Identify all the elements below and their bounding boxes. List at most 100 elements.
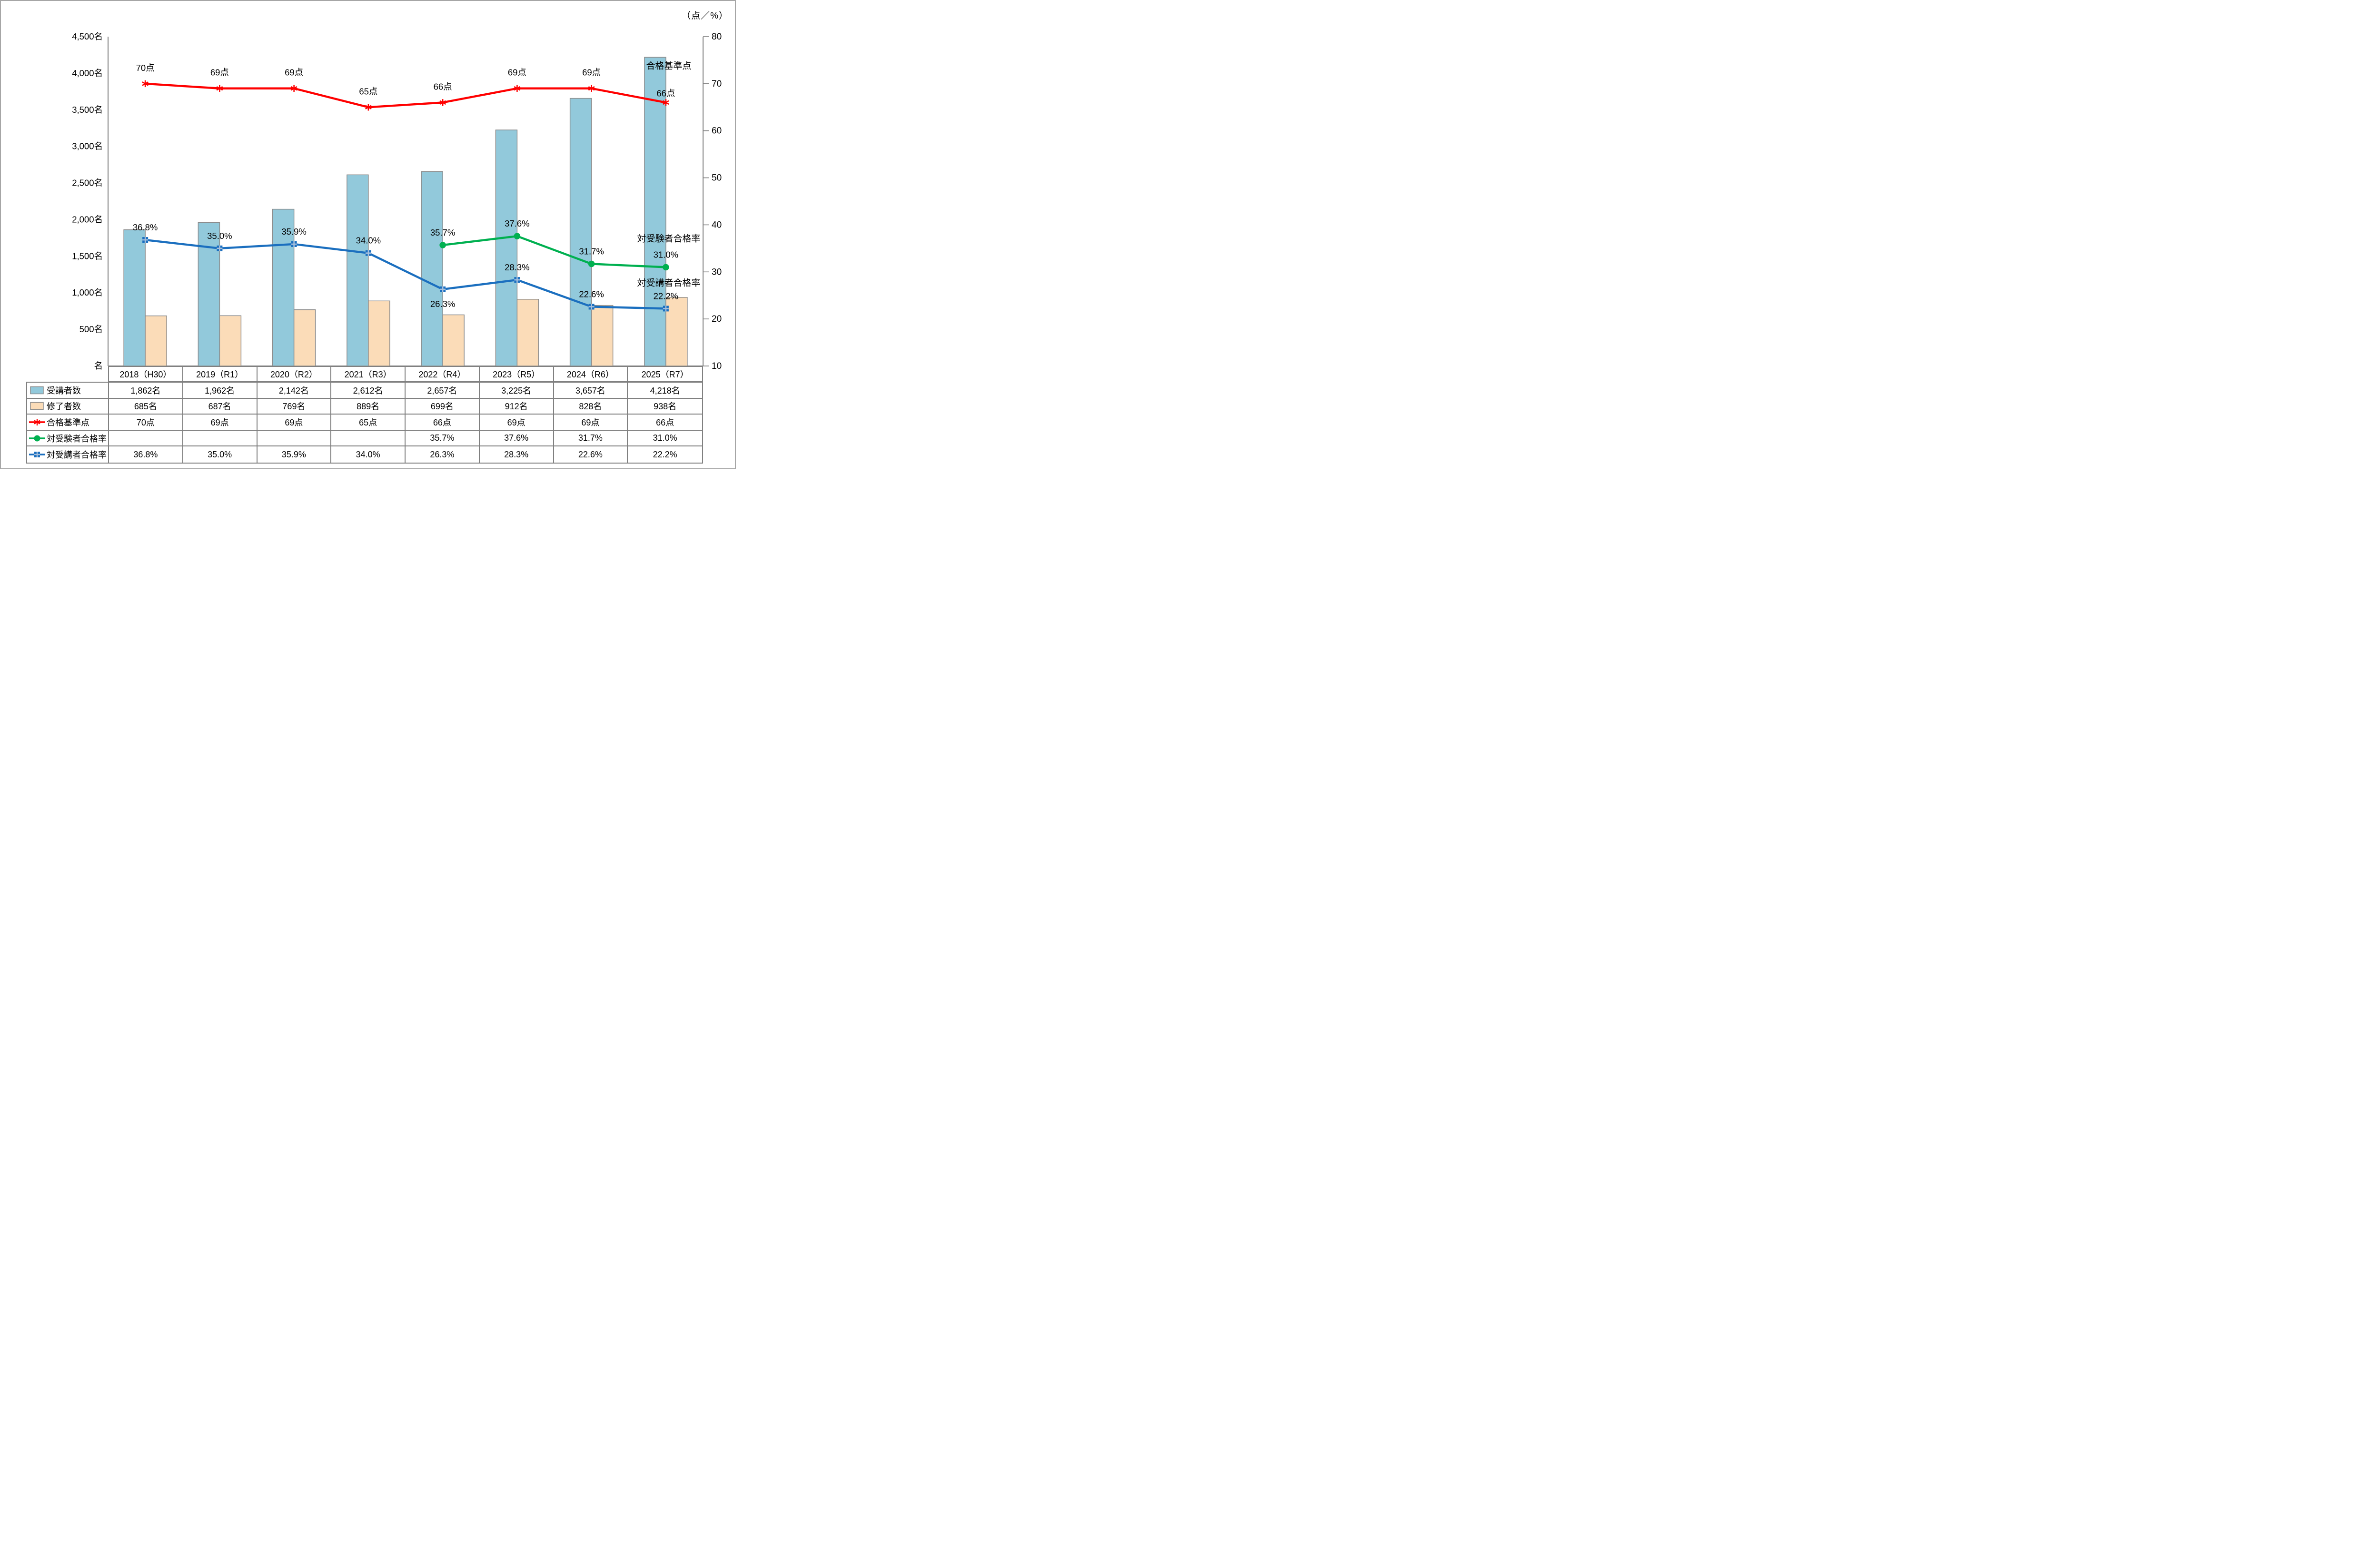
- left-axis-tick-label: 2,000名: [72, 214, 103, 224]
- bar-修了者数: [442, 314, 465, 366]
- legend-label: 合格基準点: [47, 417, 89, 427]
- left-axis-tick-label: 2,500名: [72, 178, 103, 188]
- bar-受講者数: [421, 171, 443, 366]
- right-axis-tick-label: 30: [712, 267, 722, 277]
- bar-受講者数: [347, 174, 369, 366]
- category-cell: 2025（R7）: [641, 369, 689, 379]
- table-cell: 26.3%: [406, 446, 480, 463]
- point-label: 26.3%: [430, 299, 455, 309]
- table-cell: 35.7%: [406, 430, 480, 447]
- square-plus-marker: [217, 245, 223, 251]
- right-axis-tick-label: 80: [712, 32, 722, 42]
- point-label: 69点: [508, 68, 526, 78]
- right-axis-tick-label: 40: [712, 220, 722, 230]
- legend-label: 対受講者合格率: [47, 450, 107, 460]
- legend-cell: 対受講者合格率: [27, 446, 109, 463]
- line-対受験者合格率: [442, 235, 666, 268]
- bar-修了者数: [516, 299, 539, 366]
- table-cell: 3,657名: [554, 383, 628, 399]
- table-cell: 4,218名: [628, 383, 702, 399]
- asterisk-marker: [514, 85, 521, 92]
- line-対受講者合格率: [145, 238, 666, 310]
- point-label: 37.6%: [505, 218, 529, 228]
- left-axis-tick-label: 500名: [79, 324, 103, 334]
- series-annotation: 合格基準点: [646, 60, 691, 71]
- bar-修了者数: [219, 315, 242, 366]
- circle-marker: [439, 242, 446, 248]
- table-cell: 912名: [479, 398, 554, 415]
- bar-修了者数: [591, 305, 614, 366]
- line-合格基準点: [145, 82, 666, 109]
- left-axis-tick-label: 4,500名: [72, 31, 103, 41]
- table-cell: 69点: [257, 415, 332, 431]
- legend-cell: 受講者数: [27, 383, 109, 399]
- legend-label: 修了者数: [47, 402, 81, 412]
- bar-修了者数: [665, 297, 688, 366]
- table-cell: 65点: [331, 415, 406, 431]
- right-axis-tick-label: 70: [712, 79, 722, 89]
- bar-修了者数: [368, 300, 390, 366]
- bar-swatch: [30, 386, 44, 395]
- bar-受講者数: [569, 98, 592, 366]
- table-cell: 685名: [109, 398, 183, 415]
- asterisk-marker: [216, 85, 223, 92]
- category-cell: 2022（R4）: [406, 367, 480, 381]
- point-label: 22.2%: [654, 291, 678, 301]
- data-table: 受講者数 1,862名 1,962名 2,142名 2,612名 2,657名 3,225名…: [26, 382, 703, 464]
- table-cell: 22.6%: [554, 446, 628, 463]
- bar-swatch: [30, 402, 44, 410]
- right-axis-tick-label: 20: [712, 314, 722, 324]
- square-plus-marker: [291, 241, 297, 247]
- table-cell: 687名: [183, 398, 258, 415]
- axis-unit-label: （点／%）: [682, 11, 728, 21]
- square-plus-marker: [365, 250, 371, 256]
- asterisk-marker: [142, 80, 149, 88]
- point-label: 34.0%: [356, 236, 381, 246]
- bar-受講者数: [272, 208, 295, 366]
- left-axis-tick-label: 名: [94, 361, 103, 371]
- table-cell: [109, 430, 183, 447]
- square-plus-marker: [142, 237, 149, 243]
- legend-cell: 対受験者合格率: [27, 430, 109, 447]
- table-cell: 37.6%: [479, 430, 554, 447]
- legend-cell: 修了者数: [27, 398, 109, 415]
- line-swatch: [29, 418, 45, 425]
- point-label: 66点: [656, 88, 675, 98]
- line-swatch: [29, 435, 45, 442]
- x-axis-category-row: 2018（H30） 2019（R1） 2020（R2） 2021（R3） 2022（R4…: [108, 366, 703, 382]
- table-cell: [331, 430, 406, 447]
- combo-chart: 4,500名 4,000名 3,500名 3,000名 2,500名 2,000名 1,50…: [72, 31, 722, 371]
- point-label: 35.0%: [207, 231, 232, 241]
- point-label: 31.7%: [579, 246, 604, 256]
- category-cell: 2024（R6）: [554, 367, 628, 381]
- table-cell: 3,225名: [479, 383, 554, 399]
- bar-修了者数: [145, 315, 167, 366]
- point-label: 69点: [210, 68, 229, 78]
- square-plus-marker: [588, 304, 595, 310]
- table-cell: 1,962名: [183, 383, 258, 399]
- asterisk-marker: [365, 104, 372, 111]
- left-axis-tick-label: 1,000名: [72, 287, 103, 297]
- square-plus-marker: [663, 306, 669, 312]
- bar-修了者数: [293, 309, 316, 366]
- table-cell: 69点: [183, 415, 258, 431]
- table-cell: 2,142名: [257, 383, 332, 399]
- point-label: 65点: [359, 86, 377, 96]
- point-label: 69点: [285, 68, 303, 78]
- point-label: 66点: [434, 81, 452, 91]
- series-annotation: 対受講者合格率: [637, 277, 700, 288]
- left-axis-tick-label: 4,000名: [72, 68, 103, 78]
- table-cell: 31.0%: [628, 431, 702, 447]
- left-axis-tick-label: 1,500名: [72, 251, 103, 261]
- table-cell: [257, 430, 332, 447]
- point-label: 22.6%: [579, 289, 604, 299]
- table-cell: 69点: [554, 415, 628, 431]
- bar-受講者数: [123, 229, 146, 366]
- table-cell: 35.0%: [183, 446, 258, 463]
- point-label: 36.8%: [133, 222, 158, 232]
- table-cell: 34.0%: [331, 446, 406, 463]
- category-cell: 2020（R2）: [258, 367, 332, 381]
- point-label: 35.7%: [430, 227, 455, 237]
- legend-cell: 合格基準点: [27, 415, 109, 431]
- table-cell: 36.8%: [109, 446, 183, 463]
